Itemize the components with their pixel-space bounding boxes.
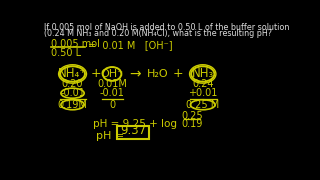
Text: NH₃: NH₃ [192, 68, 214, 80]
Text: 0.25: 0.25 [181, 111, 203, 121]
Text: 0.50 L: 0.50 L [51, 48, 81, 58]
Text: 0: 0 [109, 100, 115, 110]
Text: -0.01: -0.01 [60, 88, 85, 98]
Text: (0.24 M NH₃ and 0.20 M(NH₄Cl), what is the resulting pH?: (0.24 M NH₃ and 0.20 M(NH₄Cl), what is t… [44, 29, 272, 38]
Text: 0.005 mol: 0.005 mol [51, 39, 100, 49]
Text: =  0.01 M   [OH⁻]: = 0.01 M [OH⁻] [88, 40, 173, 50]
Text: +: + [172, 68, 183, 80]
Text: 0.25 M: 0.25 M [186, 100, 220, 110]
Text: 9.37: 9.37 [120, 124, 146, 138]
Text: 0.24: 0.24 [192, 79, 213, 89]
Text: 0.19M: 0.19M [58, 100, 87, 110]
Text: pH = 9.25 + log: pH = 9.25 + log [93, 119, 177, 129]
Text: 0.19: 0.19 [181, 119, 203, 129]
Text: +0.01: +0.01 [188, 88, 217, 98]
Text: OH⁻: OH⁻ [100, 69, 124, 79]
Text: 0.20: 0.20 [62, 79, 83, 89]
Text: 0.01M: 0.01M [97, 79, 127, 89]
Text: NH₄⁺: NH₄⁺ [58, 68, 87, 80]
Text: +: + [91, 68, 101, 80]
Text: →: → [130, 67, 141, 81]
Text: pH =: pH = [96, 131, 124, 141]
Text: If 0.005 mol of NaOH is added to 0.50 L of the buffer solution: If 0.005 mol of NaOH is added to 0.50 L … [44, 23, 289, 32]
Text: -0.01: -0.01 [100, 88, 124, 98]
Text: H₂O: H₂O [147, 69, 169, 79]
